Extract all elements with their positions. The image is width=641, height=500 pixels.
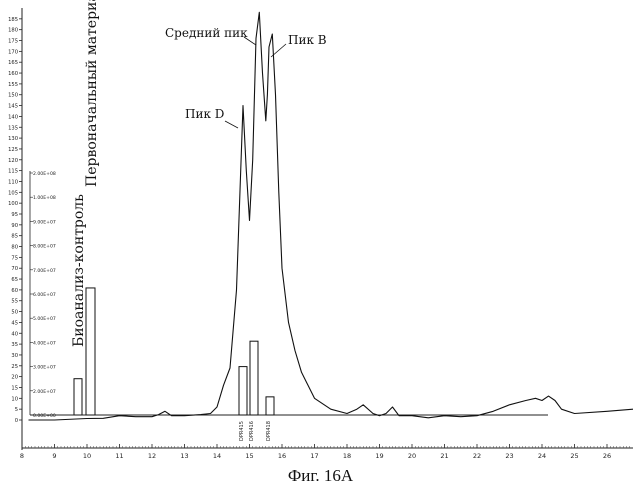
bar [74, 379, 82, 415]
bar-axis-tick-label: 7.00E+07 [33, 268, 56, 274]
y-tick-label: 95 [11, 212, 18, 218]
y-tick-label: 40 [11, 331, 18, 337]
y-tick-label: 180 [8, 28, 18, 34]
chromatogram-line [29, 12, 634, 420]
sample-bars [74, 288, 274, 415]
x-tick-label: 21 [440, 452, 448, 460]
x-tick-label: 26 [603, 452, 611, 460]
y-tick-label: 35 [11, 342, 18, 348]
y-tick-label: 185 [8, 17, 18, 23]
x-tick-label: 14 [213, 452, 221, 460]
bar-axis-tick-label: 9.00E+07 [33, 219, 56, 225]
x-tick-label: 15 [245, 452, 253, 460]
y-tick-label: 145 [8, 104, 18, 110]
bar-axis-tick-label: 8.00E+07 [33, 244, 56, 250]
y-tick-label: 115 [8, 169, 18, 175]
bar-axis-tick-label: 0.00E+00 [33, 413, 56, 419]
y-tick-label: 70 [11, 266, 18, 272]
x-tick-label: 11 [115, 452, 123, 460]
bar-label: Биоанализ-контроль [71, 194, 87, 347]
chromatogram-chart: 0 5 10 15 20 25 30 35 40 45 50 55 60 65 70 75 80 85 90 95 10… [0, 0, 641, 500]
annotations: Биоанализ-контроль Первоначальный материа… [71, 0, 327, 441]
bar [239, 367, 247, 415]
x-tick-label: 24 [538, 452, 546, 460]
bar [86, 288, 95, 415]
y-tick-label: 15 [11, 385, 18, 391]
y-tick-label: 5 [15, 407, 18, 413]
bar-axis-tick-label: 4.00E+07 [33, 340, 56, 346]
y-tick-label: 85 [11, 234, 18, 240]
x-tick-label: 8 [20, 452, 24, 460]
bar-sample-label: DPR416 [249, 421, 255, 441]
peak-annotation: Пик D [185, 107, 224, 121]
x-tick-label: 12 [148, 452, 156, 460]
y-tick-label: 60 [11, 288, 18, 294]
y-tick-label: 135 [8, 125, 18, 131]
y-tick-label: 165 [8, 60, 18, 66]
peak-annotation: Пик В [288, 33, 327, 47]
x-tick-label: 13 [180, 452, 188, 460]
bar-axis-tick-label: 3.00E+07 [33, 365, 56, 371]
y-tick-label: 65 [11, 277, 18, 283]
x-tick-label: 17 [310, 452, 318, 460]
x-tick-label: 25 [570, 452, 578, 460]
y-tick-label: 75 [11, 255, 18, 261]
y-tick-label: 150 [8, 93, 18, 99]
annotation-leader [244, 37, 256, 45]
y-tick-label: 120 [8, 158, 18, 164]
peak-annotation: Средний пик [165, 26, 248, 40]
x-tick-label: 16 [278, 452, 286, 460]
y-tick-label: 125 [8, 147, 18, 153]
x-tick-label: 9 [52, 452, 56, 460]
bar-axis-tick-label: 2.00E+08 [33, 171, 56, 177]
axes: 0 5 10 15 20 25 30 35 40 45 50 55 60 65 70 75 80 85 90 95 10… [8, 8, 633, 460]
y-tick-label: 25 [11, 364, 18, 370]
y-tick-label: 80 [11, 245, 18, 251]
bar-sample-label: DPR415 [239, 421, 245, 441]
bar-label: Первоначальный материал [84, 0, 100, 187]
y-tick-label: 140 [8, 114, 18, 120]
bar-axis-tick-label: 5.00E+07 [33, 316, 56, 322]
y-tick-label: 155 [8, 82, 18, 88]
chromatogram-series [29, 12, 634, 420]
bar [266, 397, 274, 415]
x-tick-label: 10 [83, 452, 91, 460]
annotation-leader [225, 121, 238, 128]
y-tick-label: 0 [15, 418, 18, 424]
y-tick-label: 160 [8, 71, 18, 77]
y-tick-label: 45 [11, 320, 18, 326]
y-tick-label: 50 [11, 310, 18, 316]
x-tick-label: 20 [408, 452, 416, 460]
bar-axis-tick-label: 1.00E+08 [33, 195, 56, 201]
y-tick-label: 175 [8, 39, 18, 45]
y-tick-label: 20 [11, 375, 18, 381]
y-tick-label: 130 [8, 136, 18, 142]
figure-caption: Фиг. 16A [0, 466, 641, 486]
y-tick-label: 90 [11, 223, 18, 229]
y-tick-label: 170 [8, 49, 18, 55]
y-tick-label: 110 [8, 179, 18, 185]
x-tick-label: 18 [343, 452, 351, 460]
y-tick-label: 100 [8, 201, 18, 207]
bar-axis-tick-label: 2.00E+07 [33, 389, 56, 395]
bar-sample-label: DPR418 [266, 421, 272, 441]
bar-axis-tick-label: 6.00E+07 [33, 292, 56, 298]
x-tick-label: 22 [473, 452, 481, 460]
y-tick-label: 55 [11, 299, 18, 305]
y-tick-label: 10 [11, 396, 18, 402]
x-tick-label: 23 [505, 452, 513, 460]
y-tick-label: 30 [11, 353, 18, 359]
x-tick-label: 19 [375, 452, 383, 460]
y-tick-label: 105 [8, 190, 18, 196]
bar [250, 341, 258, 415]
